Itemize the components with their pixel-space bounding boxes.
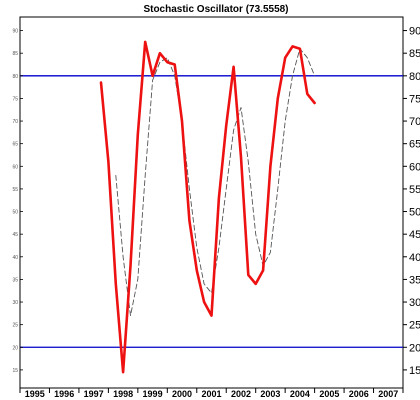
y-axis-ticks: 15 15 20 20 25 25 30 30 35 35 40 40 45 45 50 50 55 55 60 60… bbox=[12, 26, 420, 377]
x-tick-label: 2000 bbox=[172, 389, 192, 399]
y-tick-label-left: 85 bbox=[12, 51, 18, 57]
x-tick-label: 2007 bbox=[378, 389, 398, 399]
x-tick-label: 2005 bbox=[319, 389, 339, 399]
x-axis-ticks: 1995 1996 1997 1998 1999 2000 2001 2002 2003 2004… bbox=[19, 388, 404, 399]
y-tick-label: 35 bbox=[409, 274, 420, 286]
y-tick-label: 85 bbox=[409, 48, 420, 60]
y-tick-label-left: 30 bbox=[12, 300, 18, 306]
x-tick-label: 2003 bbox=[260, 389, 280, 399]
x-tick-label: 1999 bbox=[143, 389, 163, 399]
signal-line bbox=[115, 48, 316, 317]
series-layer bbox=[99, 40, 316, 374]
y-tick-label: 45 bbox=[409, 229, 420, 241]
y-tick-label-left: 20 bbox=[12, 345, 18, 351]
chart-title: Stochastic Oscillator (73.5558) bbox=[143, 4, 288, 15]
y-tick-label-left: 15 bbox=[12, 368, 18, 374]
y-tick-label: 50 bbox=[409, 207, 420, 219]
x-tick-label: 1998 bbox=[113, 389, 133, 399]
y-tick-label-left: 80 bbox=[12, 74, 18, 80]
y-tick-label: 15 bbox=[409, 365, 420, 377]
y-tick-label: 65 bbox=[409, 139, 420, 151]
y-tick-label-left: 70 bbox=[12, 119, 18, 125]
y-tick-label: 80 bbox=[409, 71, 420, 83]
y-tick-label-left: 40 bbox=[12, 255, 18, 261]
y-tick-label: 20 bbox=[409, 342, 420, 354]
oscillator-line bbox=[99, 40, 316, 374]
plot-frame bbox=[19, 16, 404, 389]
x-tick-label: 2001 bbox=[201, 389, 221, 399]
y-tick-label: 90 bbox=[409, 26, 420, 38]
y-tick-label-left: 65 bbox=[12, 142, 18, 148]
x-tick-label: 2006 bbox=[349, 389, 369, 399]
y-tick-label-left: 55 bbox=[12, 187, 18, 193]
y-tick-label-left: 75 bbox=[12, 96, 18, 102]
reference-lines bbox=[20, 75, 403, 348]
y-tick-label-left: 35 bbox=[12, 277, 18, 283]
y-tick-label-left: 60 bbox=[12, 164, 18, 170]
y-tick-label-left: 45 bbox=[12, 232, 18, 238]
x-tick-label: 2002 bbox=[231, 389, 251, 399]
x-tick-label: 1995 bbox=[25, 389, 45, 399]
y-tick-label: 55 bbox=[409, 184, 420, 196]
y-tick-label: 60 bbox=[409, 161, 420, 173]
y-tick-label-left: 50 bbox=[12, 210, 18, 216]
y-tick-label: 75 bbox=[409, 93, 420, 105]
x-tick-label: 1997 bbox=[84, 389, 104, 399]
x-tick-label: 1996 bbox=[54, 389, 74, 399]
y-tick-label: 70 bbox=[409, 116, 420, 128]
y-tick-label: 25 bbox=[409, 320, 420, 332]
y-tick-label-left: 25 bbox=[12, 323, 18, 329]
y-tick-label: 40 bbox=[409, 252, 420, 264]
y-tick-label: 30 bbox=[409, 297, 420, 309]
y-tick-label-left: 90 bbox=[12, 29, 18, 35]
x-tick-label: 2004 bbox=[290, 389, 310, 399]
